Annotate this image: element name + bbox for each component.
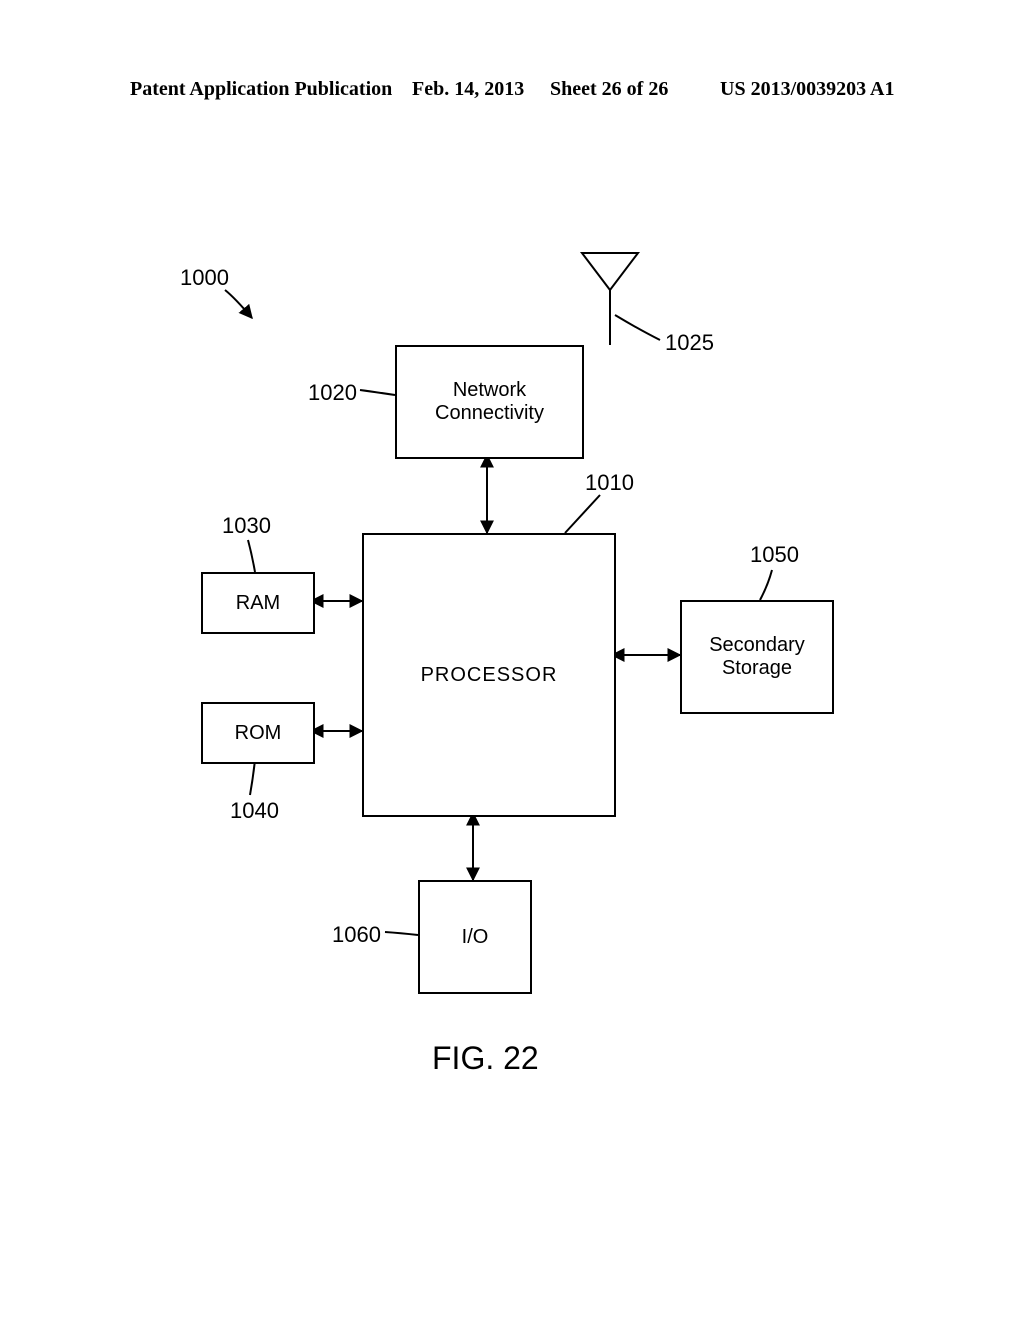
ram-block: RAM xyxy=(201,572,315,634)
rom-label: ROM xyxy=(235,722,282,745)
rom-block: ROM xyxy=(201,702,315,764)
figure-caption: FIG. 22 xyxy=(432,1040,539,1077)
ref-1020: 1020 xyxy=(308,380,357,406)
io-label: I/O xyxy=(462,926,489,949)
antenna-icon xyxy=(582,253,638,345)
io-block: I/O xyxy=(418,880,532,994)
ref-1060: 1060 xyxy=(332,922,381,948)
storage-label: Secondary Storage xyxy=(709,634,805,680)
ref-1050: 1050 xyxy=(750,542,799,568)
ref-1010: 1010 xyxy=(585,470,634,496)
ref-1030: 1030 xyxy=(222,513,271,539)
processor-label: PROCESSOR xyxy=(421,664,558,687)
network-label: Network Connectivity xyxy=(435,379,544,425)
network-block: Network Connectivity xyxy=(395,345,584,459)
processor-block: PROCESSOR xyxy=(362,533,616,817)
ref-1000: 1000 xyxy=(180,265,229,291)
storage-block: Secondary Storage xyxy=(680,600,834,714)
ref-1025: 1025 xyxy=(665,330,714,356)
ref-1040: 1040 xyxy=(230,798,279,824)
ram-label: RAM xyxy=(236,592,280,615)
